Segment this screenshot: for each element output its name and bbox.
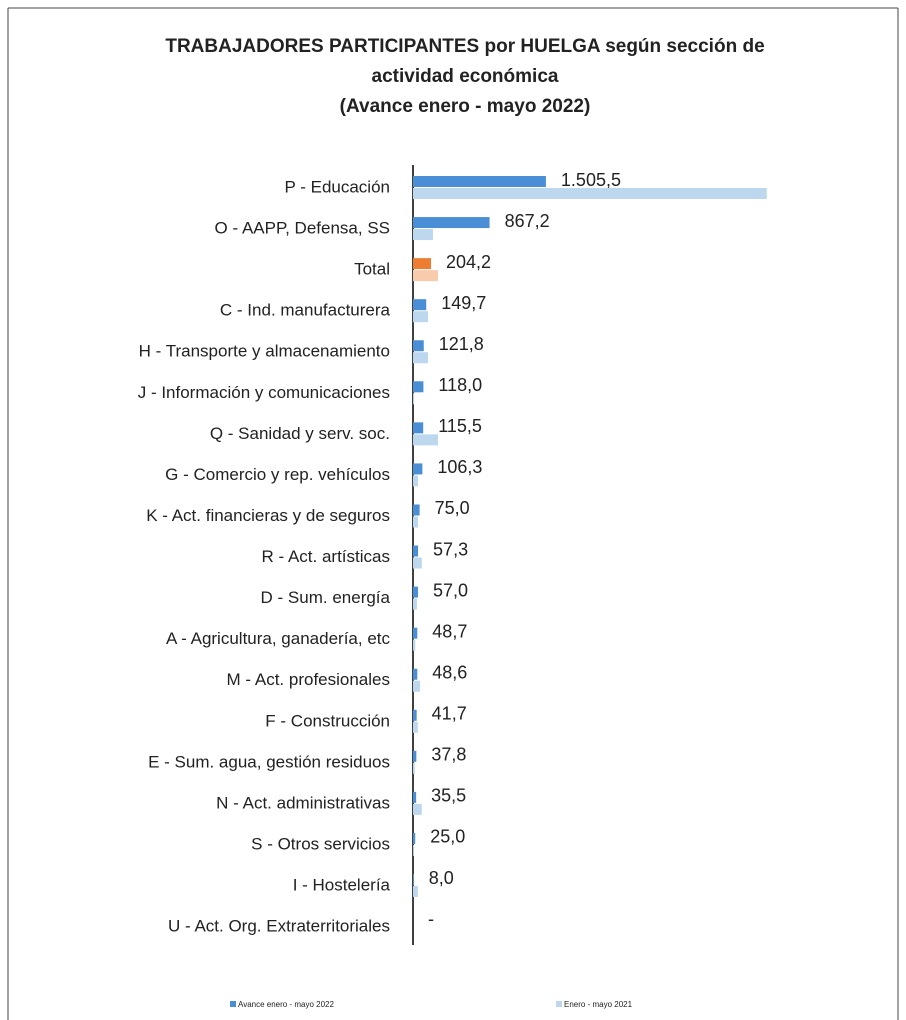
chart-title: TRABAJADORES PARTICIPANTES por HUELGA se… (165, 36, 764, 57)
category-label: J - Información y comunicaciones (138, 383, 390, 402)
category-label: R - Act. artísticas (262, 547, 390, 566)
bar (413, 299, 427, 311)
category-label: D - Sum. energía (261, 588, 391, 607)
category-label: K - Act. financieras y de seguros (146, 506, 390, 525)
legend-label: Avance enero - mayo 2022 (238, 1000, 334, 1009)
bar (413, 475, 419, 487)
value-label: 41,7 (432, 704, 467, 724)
value-label: 121,8 (439, 334, 484, 354)
legend-swatch (230, 1001, 236, 1007)
category-label: E - Sum. agua, gestión residuos (148, 752, 390, 771)
value-label: 57,0 (433, 580, 468, 600)
category-label: M - Act. profesionales (227, 670, 390, 689)
value-label: 118,0 (438, 375, 482, 395)
bar (413, 791, 417, 803)
bar (413, 270, 438, 282)
category-label: Q - Sanidad y serv. soc. (210, 424, 390, 443)
bar (413, 832, 416, 844)
bar (413, 844, 414, 856)
value-label: 48,6 (432, 662, 467, 682)
bar (413, 393, 414, 405)
category-label: U - Act. Org. Extraterritoriales (168, 917, 390, 936)
value-label: 48,7 (432, 621, 467, 641)
value-label: 1.505,5 (561, 170, 621, 190)
value-label: 25,0 (430, 827, 465, 847)
value-label: 37,8 (431, 745, 466, 765)
bar (413, 340, 424, 352)
category-label: A - Agricultura, ganadería, etc (166, 629, 390, 648)
chart-subtitle: (Avance enero - mayo 2022) (340, 96, 591, 117)
bar (413, 381, 424, 393)
bar (413, 668, 418, 680)
bar (413, 709, 417, 721)
category-label: P - Educación (284, 177, 390, 196)
bar (413, 188, 767, 199)
bar (413, 434, 438, 446)
value-label: 149,7 (441, 293, 486, 313)
bar (413, 176, 546, 187)
bar (413, 258, 432, 270)
bar (413, 627, 418, 639)
value-label: 106,3 (437, 457, 482, 477)
bar (413, 352, 429, 364)
bar (413, 639, 416, 651)
value-label: 8,0 (429, 868, 454, 888)
bar (413, 545, 419, 557)
bar (413, 803, 422, 815)
bar (413, 504, 420, 516)
category-label: Total (354, 260, 390, 279)
legend-label: Enero - mayo 2021 (564, 1000, 633, 1009)
chart-title: actividad económica (372, 66, 559, 87)
value-label: 35,5 (431, 786, 466, 806)
bar (413, 750, 417, 762)
category-label: H - Transporte y almacenamiento (139, 342, 390, 361)
value-label: 867,2 (505, 211, 550, 231)
bar (413, 586, 419, 598)
bar (413, 721, 418, 733)
value-label: - (428, 909, 434, 929)
category-label: C - Ind. manufacturera (220, 301, 391, 320)
category-label: N - Act. administrativas (216, 793, 390, 812)
bar (413, 598, 417, 610)
legend-swatch (556, 1001, 562, 1007)
bar (413, 311, 429, 323)
value-label: 115,5 (438, 416, 482, 436)
bar (413, 762, 415, 774)
bar (413, 680, 421, 692)
value-label: 57,3 (433, 539, 468, 559)
bar (413, 422, 424, 434)
category-label: I - Hostelería (293, 876, 391, 895)
value-label: 204,2 (446, 252, 491, 272)
category-label: S - Otros servicios (251, 834, 390, 853)
bar (413, 229, 433, 241)
category-label: G - Comercio y rep. vehículos (165, 465, 390, 484)
bar (413, 463, 423, 475)
bar (413, 516, 419, 528)
category-label: O - AAPP, Defensa, SS (215, 219, 390, 238)
value-label: 75,0 (435, 498, 470, 518)
category-label: F - Construcción (265, 711, 390, 730)
bar (413, 874, 414, 886)
bar (413, 217, 490, 229)
bar (413, 886, 418, 898)
bar (413, 557, 422, 569)
